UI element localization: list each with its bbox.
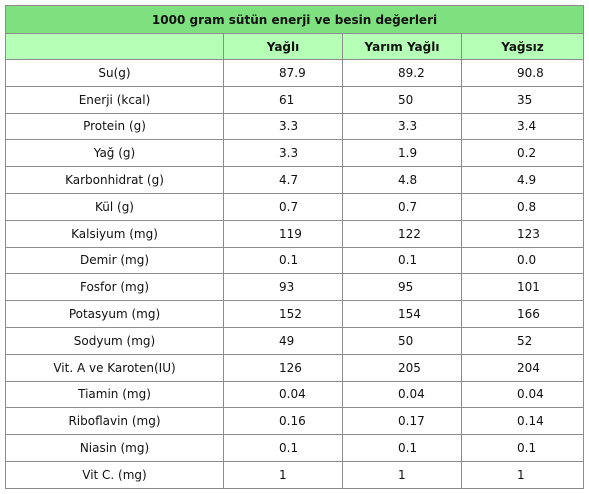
table-cell: 3.4 (460, 112, 585, 141)
table-cell: 89.2 (342, 59, 462, 87)
table-cell: 4.9 (460, 166, 585, 194)
row-label: Enerji (kcal) (5, 85, 224, 114)
table-cell: 122 (342, 219, 462, 248)
table-cell: 93 (223, 273, 343, 302)
row-label: Protein (g) (5, 112, 224, 141)
table-cell: 0.7 (223, 192, 343, 221)
header-yagli: Yağlı (223, 33, 343, 60)
table-cell: 4.8 (342, 166, 462, 194)
table-row: Karbonhidrat (g) 4.7 4.8 4.9 (5, 166, 585, 194)
header-yarim-yagli: Yarım Yağlı (342, 33, 462, 60)
table-row: Kül (g) 0.7 0.7 0.8 (5, 192, 585, 221)
row-label: Yağ (g) (5, 139, 224, 168)
table-row: Yağ (g) 3.3 1.9 0.2 (5, 139, 585, 168)
row-label: Karbonhidrat (g) (5, 166, 224, 194)
table-row: Fosfor (mg) 93 95 101 (5, 273, 585, 302)
row-label: Vit. A ve Karoten(IU) (5, 353, 224, 382)
table-cell: 119 (223, 219, 343, 248)
table-cell: 0.7 (342, 192, 462, 221)
table-row: Enerji (kcal) 61 50 35 (5, 85, 585, 114)
table-cell: 0.1 (223, 434, 343, 462)
table-cell: 3.3 (223, 139, 343, 168)
table-cell: 50 (342, 326, 462, 355)
table-cell: 0.1 (342, 246, 462, 275)
table-cell: 166 (460, 300, 585, 328)
table-cell: 3.3 (342, 112, 462, 141)
table-row: Su(g) 87.9 89.2 90.8 (5, 59, 585, 87)
table-cell: 0.16 (223, 407, 343, 436)
table-row: Protein (g) 3.3 3.3 3.4 (5, 112, 585, 141)
table-row: Kalsiyum (mg) 119 122 123 (5, 219, 585, 248)
table-cell: 1 (460, 460, 585, 489)
table-cell: 126 (223, 353, 343, 382)
table-row: Sodyum (mg) 49 50 52 (5, 326, 585, 355)
table-cell: 0.14 (460, 407, 585, 436)
table-cell: 95 (342, 273, 462, 302)
row-label: Tiamin (mg) (5, 380, 224, 409)
header-blank (5, 33, 224, 60)
table-row: Demir (mg) 0.1 0.1 0.0 (5, 246, 585, 275)
table-cell: 87.9 (223, 59, 343, 87)
table-cell: 90.8 (460, 59, 585, 87)
table-cell: 154 (342, 300, 462, 328)
table-cell: 1 (342, 460, 462, 489)
table-header-row: Yağlı Yarım Yağlı Yağsız (5, 33, 585, 60)
header-yagsiz: Yağsız (460, 33, 585, 60)
table-cell: 0.2 (460, 139, 585, 168)
table-cell: 123 (460, 219, 585, 248)
row-label: Demir (mg) (5, 246, 224, 275)
table-cell: 4.7 (223, 166, 343, 194)
row-label: Potasyum (mg) (5, 300, 224, 328)
table-cell: 3.3 (223, 112, 343, 141)
table-cell: 204 (460, 353, 585, 382)
row-label: Kül (g) (5, 192, 224, 221)
row-label: Su(g) (5, 59, 224, 87)
table-cell: 0.1 (342, 434, 462, 462)
table-cell: 0.04 (460, 380, 585, 409)
row-label: Fosfor (mg) (5, 273, 224, 302)
row-label: Niasin (mg) (5, 434, 224, 462)
table-cell: 61 (223, 85, 343, 114)
table-row: Potasyum (mg) 152 154 166 (5, 300, 585, 328)
table-cell: 0.0 (460, 246, 585, 275)
table-row: Tiamin (mg) 0.04 0.04 0.04 (5, 380, 585, 409)
table-title: 1000 gram sütün enerji ve besin değerler… (4, 5, 585, 34)
table-cell: 0.17 (342, 407, 462, 436)
row-label: Sodyum (mg) (5, 326, 224, 355)
table-body: Su(g) 87.9 89.2 90.8 Enerji (kcal) 61 50 35 Prot… (5, 59, 585, 489)
table-cell: 1 (223, 460, 343, 489)
table-cell: 35 (460, 85, 585, 114)
table-cell: 152 (223, 300, 343, 328)
row-label: Kalsiyum (mg) (5, 219, 224, 248)
nutrition-table-container: 1000 gram sütün enerji ve besin değerler… (4, 5, 585, 489)
table-cell: 0.1 (223, 246, 343, 275)
table-cell: 52 (460, 326, 585, 355)
nutrition-table: 1000 gram sütün enerji ve besin değerler… (4, 5, 585, 489)
table-row: Niasin (mg) 0.1 0.1 0.1 (5, 434, 585, 462)
table-cell: 101 (460, 273, 585, 302)
table-cell: 0.1 (460, 434, 585, 462)
row-label: Vit C. (mg) (5, 460, 224, 489)
table-cell: 0.04 (342, 380, 462, 409)
table-cell: 1.9 (342, 139, 462, 168)
table-cell: 49 (223, 326, 343, 355)
row-label: Riboflavin (mg) (5, 407, 224, 436)
table-cell: 0.04 (223, 380, 343, 409)
table-cell: 50 (342, 85, 462, 114)
table-row: Riboflavin (mg) 0.16 0.17 0.14 (5, 407, 585, 436)
table-cell: 205 (342, 353, 462, 382)
table-row: Vit. A ve Karoten(IU) 126 205 204 (5, 353, 585, 382)
table-row: Vit C. (mg) 1 1 1 (5, 460, 585, 489)
table-cell: 0.8 (460, 192, 585, 221)
